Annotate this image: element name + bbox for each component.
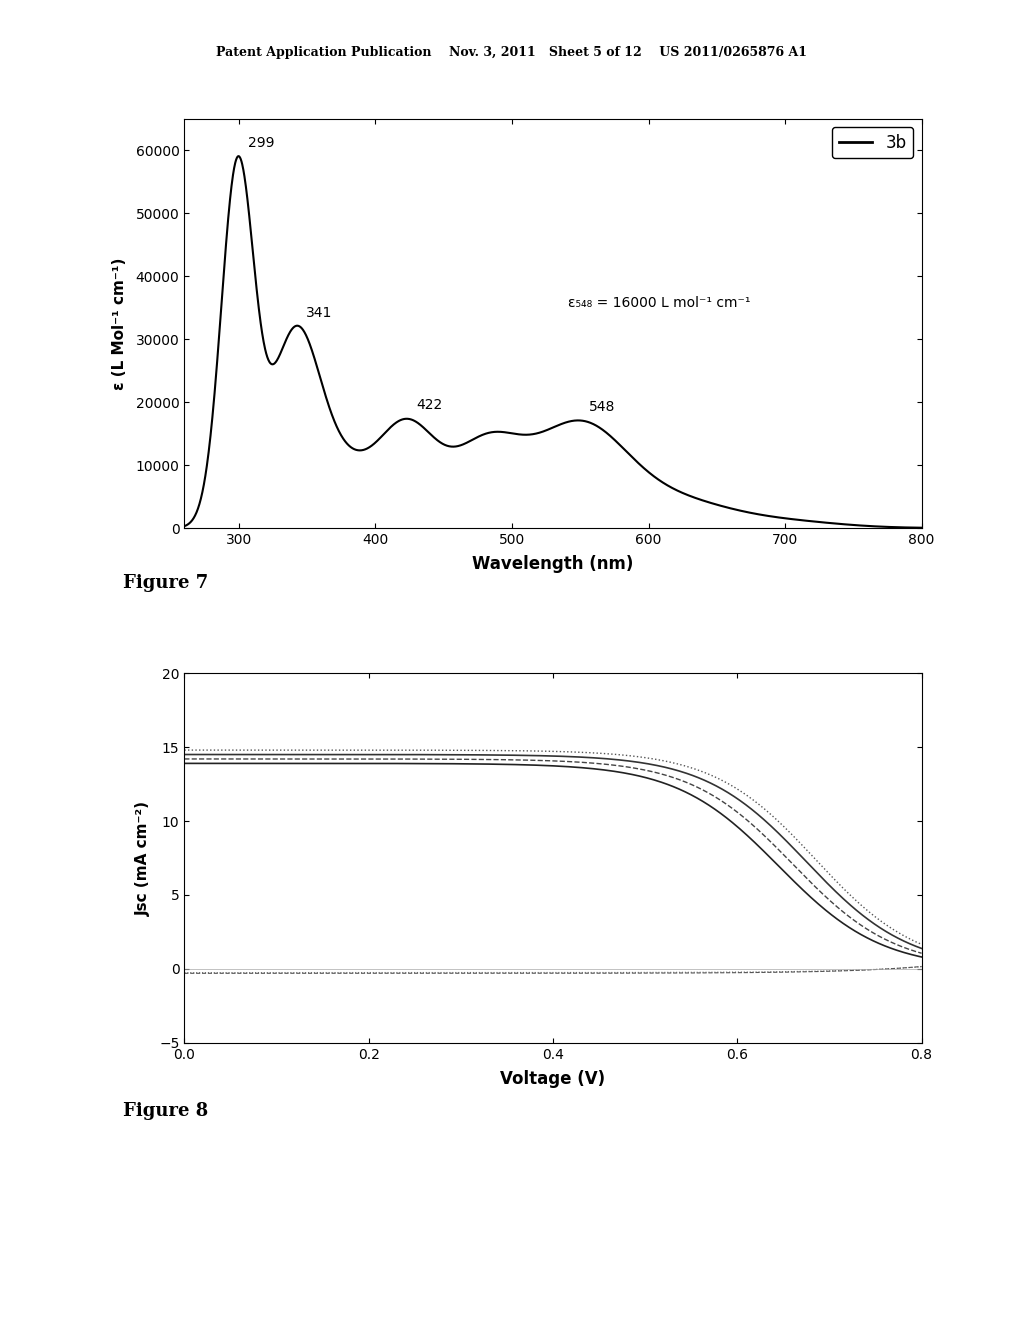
Text: Figure 8: Figure 8 [123,1102,208,1121]
Text: 299: 299 [249,136,275,150]
Text: 422: 422 [417,399,442,412]
Text: Patent Application Publication    Nov. 3, 2011   Sheet 5 of 12    US 2011/026587: Patent Application Publication Nov. 3, 2… [216,46,808,59]
Legend: 3b: 3b [833,127,913,158]
Y-axis label: ε (L Mol⁻¹ cm⁻¹): ε (L Mol⁻¹ cm⁻¹) [113,257,127,389]
X-axis label: Wavelength (nm): Wavelength (nm) [472,556,634,573]
Text: ε₅₄₈ = 16000 L mol⁻¹ cm⁻¹: ε₅₄₈ = 16000 L mol⁻¹ cm⁻¹ [567,296,751,310]
Y-axis label: Jsc (mA cm⁻²): Jsc (mA cm⁻²) [136,800,151,916]
Text: 341: 341 [306,306,332,319]
X-axis label: Voltage (V): Voltage (V) [501,1071,605,1088]
Text: 548: 548 [589,400,614,414]
Text: Figure 7: Figure 7 [123,574,208,593]
